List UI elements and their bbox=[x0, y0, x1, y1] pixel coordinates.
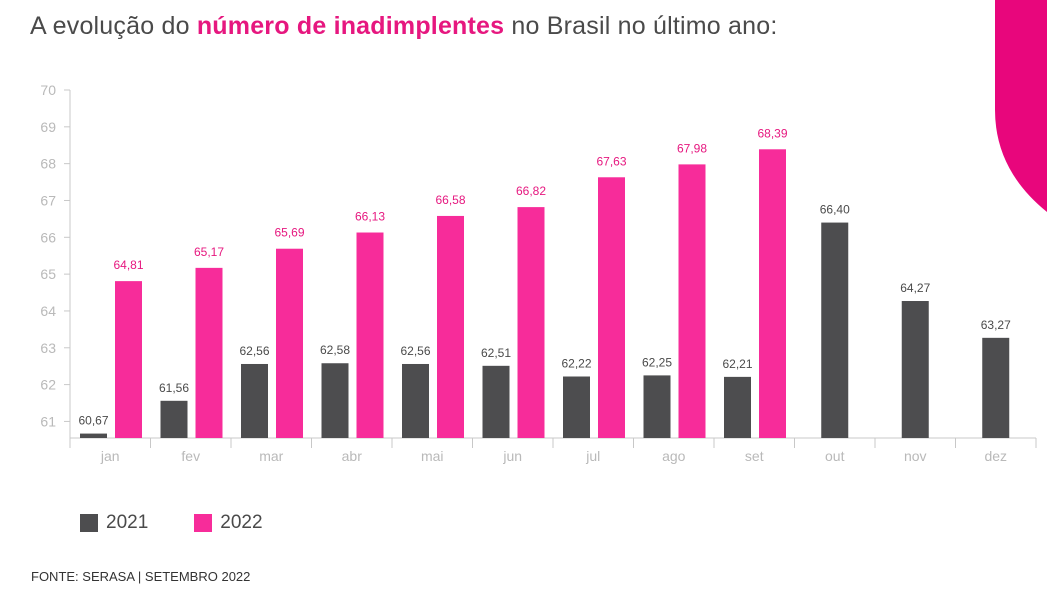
value-label-2022: 65,17 bbox=[194, 245, 224, 259]
title-suffix: no Brasil no último ano: bbox=[504, 12, 778, 40]
y-tick-label: 63 bbox=[40, 340, 56, 356]
y-tick-label: 64 bbox=[40, 303, 56, 319]
value-label-2022: 66,58 bbox=[435, 193, 465, 207]
bar-2021 bbox=[643, 375, 671, 438]
x-tick-label: ago bbox=[662, 448, 686, 464]
y-tick-label: 67 bbox=[40, 192, 56, 208]
bar-2021 bbox=[80, 433, 107, 438]
x-tick-label: dez bbox=[984, 448, 1007, 464]
y-tick-label: 61 bbox=[40, 413, 56, 429]
legend-swatch-2021 bbox=[80, 514, 98, 532]
x-tick-label: jul bbox=[585, 448, 600, 464]
legend-label-2022: 2022 bbox=[220, 512, 263, 533]
value-label-2021: 62,22 bbox=[561, 357, 591, 371]
bar-2021 bbox=[821, 222, 849, 438]
corner-decoration bbox=[995, 0, 1047, 212]
bar-2021 bbox=[982, 337, 1010, 438]
bar-2021 bbox=[901, 301, 929, 438]
bar-2021 bbox=[160, 400, 188, 438]
y-tick-label: 62 bbox=[40, 377, 56, 393]
y-tick-label: 65 bbox=[40, 266, 56, 282]
x-tick-label: jan bbox=[100, 448, 120, 464]
value-label-2021: 63,27 bbox=[981, 318, 1011, 332]
bar-chart: 61 62 63 64 65 66 67 68 69 70 jan fev mar abr mai jun ju… bbox=[40, 82, 1037, 464]
y-tick-label: 70 bbox=[40, 82, 56, 98]
value-label-2021: 62,21 bbox=[722, 357, 752, 371]
value-label-2022: 64,81 bbox=[113, 258, 143, 272]
x-tick-label: out bbox=[825, 448, 845, 464]
x-tick-label: jun bbox=[502, 448, 522, 464]
value-label-2021: 60,67 bbox=[78, 414, 108, 428]
y-tick-label: 69 bbox=[40, 119, 56, 135]
bar-2021 bbox=[402, 363, 429, 438]
x-tick-label: fev bbox=[181, 448, 200, 464]
value-label-2021: 61,56 bbox=[159, 381, 189, 395]
x-tick-label: abr bbox=[342, 448, 363, 464]
x-tick-label: mai bbox=[421, 448, 444, 464]
bar-2022 bbox=[517, 207, 545, 438]
bar-2021 bbox=[563, 376, 590, 438]
bar-2022 bbox=[437, 215, 464, 438]
value-label-2021: 62,58 bbox=[320, 343, 350, 357]
value-label-2022: 67,63 bbox=[596, 154, 626, 168]
x-tick-label: set bbox=[745, 448, 764, 464]
corner-decoration-shape bbox=[995, 0, 1047, 212]
chart-axes: 61 62 63 64 65 66 67 68 69 70 jan fev mar abr mai jun ju… bbox=[40, 82, 1037, 464]
value-label-2022: 68,39 bbox=[757, 126, 787, 140]
x-tick-label: mar bbox=[259, 448, 283, 464]
bar-2021 bbox=[724, 376, 751, 438]
y-tick-label: 66 bbox=[40, 229, 56, 245]
value-label-2022: 66,13 bbox=[355, 210, 385, 224]
value-label-2021: 62,51 bbox=[481, 346, 511, 360]
legend-item-2022: 2022 bbox=[194, 512, 263, 534]
value-label-2021: 64,27 bbox=[900, 281, 930, 295]
chart-title: A evolução do número de inadimplentes no… bbox=[30, 12, 777, 41]
value-label-2022: 65,69 bbox=[274, 226, 304, 240]
bar-2022 bbox=[115, 281, 142, 438]
legend: 2021 2022 bbox=[80, 512, 263, 534]
legend-label-2021: 2021 bbox=[106, 512, 149, 533]
bar-2022 bbox=[356, 232, 384, 438]
value-label-2022: 66,82 bbox=[516, 184, 546, 198]
value-label-2021: 62,56 bbox=[239, 344, 269, 358]
x-tick-label: nov bbox=[904, 448, 927, 464]
source-note: FONTE: SERASA | SETEMBRO 2022 bbox=[31, 569, 251, 584]
chart-bars bbox=[80, 149, 1010, 439]
y-tick-label: 68 bbox=[40, 156, 56, 172]
bar-2022 bbox=[678, 164, 706, 438]
value-label-2021: 66,40 bbox=[820, 203, 850, 217]
bar-2021 bbox=[482, 365, 510, 438]
bar-2021 bbox=[241, 363, 268, 438]
bar-2022 bbox=[276, 248, 303, 438]
legend-item-2021: 2021 bbox=[80, 512, 148, 534]
value-label-2021: 62,56 bbox=[400, 344, 430, 358]
value-label-2022: 67,98 bbox=[677, 141, 707, 155]
bar-2022 bbox=[598, 177, 625, 438]
bar-2022 bbox=[759, 149, 786, 439]
value-label-2021: 62,25 bbox=[642, 355, 672, 369]
bar-2021 bbox=[321, 363, 349, 438]
bar-2022 bbox=[195, 267, 223, 438]
chart-value-labels: 60,67 64,81 61,56 65,17 62,56 65,69 62,58 66,13… bbox=[78, 126, 1011, 427]
title-highlight: número de inadimplentes bbox=[196, 12, 505, 40]
title-prefix: A evolução do bbox=[30, 12, 197, 40]
legend-swatch-2022 bbox=[194, 514, 213, 532]
